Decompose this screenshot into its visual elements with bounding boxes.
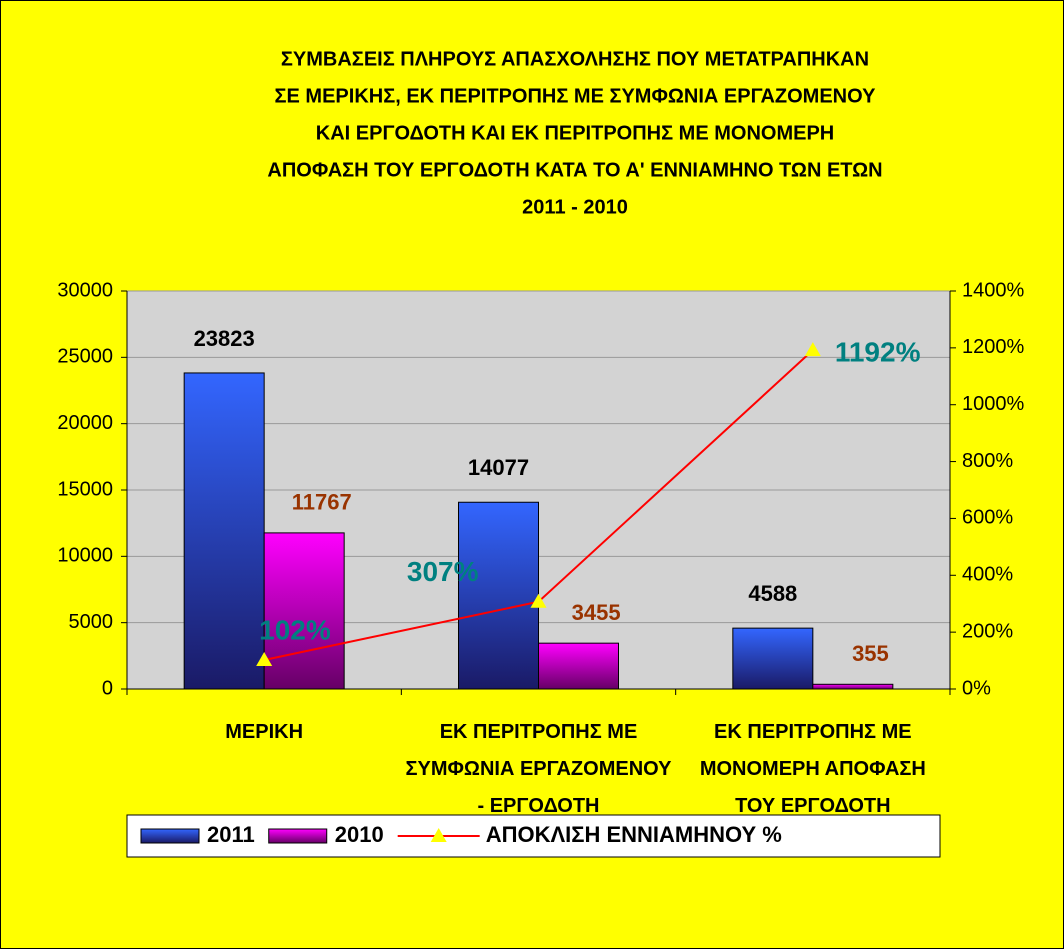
marker [256, 652, 273, 667]
y2-tick-label: 800% [962, 450, 1013, 472]
data-label: 307% [407, 556, 479, 587]
x-tick-label: ΕΚ ΠΕΡΙΤΡΟΠΗΣ ΜΕ ΣΥΜΦΩΝΙΑ ΕΡΓΑΖΟΜΕΝΟΥ - … [405, 721, 672, 817]
y-tick-label: 5000 [69, 611, 114, 633]
bar [812, 683, 894, 690]
data-label: 102% [259, 614, 331, 645]
data-label: 14077 [468, 455, 529, 480]
y2-tick-label: 1400% [962, 279, 1024, 301]
legend-marker [430, 828, 447, 842]
bar [263, 532, 345, 690]
bar [732, 627, 814, 690]
y-tick-label: 0 [102, 677, 113, 699]
legend-label: 2011 [207, 822, 255, 847]
data-label: 355 [852, 641, 889, 666]
chart-title: ΚΑΙ ΕΡΓΟΔΟΤΗ ΚΑΙ ΕΚ ΠΕΡΙΤΡΟΠΗΣ ΜΕ ΜΟΝΟΜΕ… [316, 122, 834, 144]
y-tick-label: 30000 [57, 279, 113, 301]
marker [804, 342, 821, 357]
data-label: 1192% [835, 337, 921, 368]
bar [183, 372, 265, 690]
data-label: 23823 [194, 326, 255, 351]
legend-box [126, 814, 941, 858]
chart-title: ΣΕ ΜΕΡΙΚΗΣ, ΕΚ ΠΕΡΙΤΡΟΠΗΣ ΜΕ ΣΥΜΦΩΝΙΑ ΕΡ… [275, 85, 877, 107]
y2-tick-label: 200% [962, 620, 1013, 642]
y2-tick-label: 600% [962, 507, 1013, 529]
y-tick-label: 15000 [57, 478, 113, 500]
legend-label: 2010 [335, 822, 384, 847]
marker [530, 593, 547, 608]
chart-title: 2011 - 2010 [522, 196, 628, 218]
legend-swatch [140, 828, 200, 844]
y-tick-label: 25000 [57, 346, 113, 368]
bar [538, 642, 619, 690]
data-label: 3455 [572, 600, 621, 625]
data-label: 11767 [292, 490, 352, 515]
y2-tick-label: 0% [962, 677, 991, 699]
y2-tick-label: 400% [962, 564, 1013, 586]
chart-title: ΣΥΜΒΑΣΕΙΣ ΠΛΗΡΟΥΣ ΑΠΑΣΧΟΛΗΣΗΣ ΠΟΥ ΜΕΤΑΤΡ… [281, 48, 869, 70]
data-label: 4588 [748, 581, 797, 606]
x-tick-label: ΜΕΡΙΚΗ [225, 721, 304, 743]
chart-title: ΑΠΟΦΑΣΗ ΤΟΥ ΕΡΓΟΔΟΤΗ ΚΑΤΑ ΤΟ Α' ΕΝΝΙΑΜΗΝ… [267, 159, 882, 181]
y2-tick-label: 1200% [962, 336, 1024, 358]
y-tick-label: 10000 [57, 545, 113, 567]
x-tick-label: ΕΚ ΠΕΡΙΤΡΟΠΗΣ ΜΕ ΜΟΝΟΜΕΡΗ ΑΠΟΦΑΣΗ ΤΟΥ ΕΡ… [699, 721, 926, 817]
legend-label: ΑΠΟΚΛΙΣΗ ΕΝΝΙΑΜΗΝΟΥ % [486, 822, 782, 847]
y-tick-label: 20000 [57, 412, 113, 434]
y2-tick-label: 1000% [962, 393, 1024, 415]
legend-swatch [268, 828, 328, 844]
bar [458, 501, 539, 690]
